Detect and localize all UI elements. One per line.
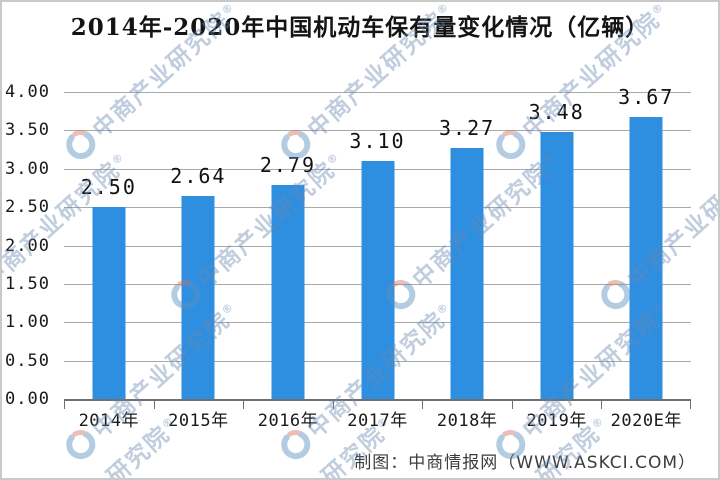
bar-2020E年 bbox=[629, 117, 663, 399]
x-tick-label: 2014年 bbox=[78, 411, 140, 431]
gridline bbox=[64, 92, 691, 93]
y-tick-label: 4.00 bbox=[5, 82, 50, 102]
axis-tick bbox=[690, 401, 691, 409]
axis-tick bbox=[64, 401, 65, 409]
y-tick-label: 2.50 bbox=[5, 197, 50, 218]
axis-tick bbox=[422, 401, 424, 409]
bar-value-label: 2.50 bbox=[80, 175, 137, 200]
axis-tick bbox=[332, 401, 334, 409]
bar-columns: 2.50 2.64 2.79 3.10 3.27 3.48 3.67 bbox=[64, 85, 691, 399]
x-tick-label: 2015年 bbox=[168, 411, 229, 431]
y-axis-labels: 4.00 3.50 3.00 2.50 2.00 1.50 1.00 0.50 0.00 bbox=[2, 82, 56, 409]
y-tick-label: 3.50 bbox=[5, 120, 50, 141]
plot-area: 2.50 2.64 2.79 3.10 3.27 3.48 3.67 bbox=[64, 85, 691, 409]
bar-2019年 bbox=[540, 131, 574, 399]
bar-2014年 bbox=[92, 207, 126, 399]
axis-tick bbox=[511, 401, 513, 409]
bar-value-label: 3.10 bbox=[349, 129, 406, 154]
axis-tick bbox=[153, 401, 155, 409]
x-tick-label: 2018年 bbox=[436, 411, 498, 431]
bar-value-label: 3.48 bbox=[528, 99, 585, 124]
x-tick-label: 2019年 bbox=[526, 411, 587, 431]
bar-2018年 bbox=[450, 148, 484, 399]
axis-tick bbox=[601, 401, 603, 409]
bar-2015年 bbox=[181, 196, 215, 399]
bar-2016年 bbox=[271, 184, 305, 399]
bar-column: 2.64 bbox=[154, 92, 244, 399]
y-tick-label: 0.50 bbox=[5, 350, 50, 371]
chart-title: 2014年-2020年中国机动车保有量变化情况（亿辆） bbox=[70, 14, 650, 41]
bar-column: 3.67 bbox=[601, 85, 691, 399]
y-tick-label: 1.50 bbox=[5, 273, 50, 294]
bar-column: 2.50 bbox=[64, 92, 154, 399]
bar-value-label: 2.79 bbox=[259, 152, 317, 177]
x-axis-labels: 2014年 2015年 2016年 2017年 2018年 2019年 2020E年 bbox=[64, 406, 691, 431]
x-tick-label: 2017年 bbox=[347, 411, 408, 431]
bar-value-label: 3.27 bbox=[439, 116, 496, 141]
bar-value-label: 2.64 bbox=[170, 164, 227, 189]
bar-column: 3.27 bbox=[422, 92, 512, 399]
bar-2017年 bbox=[361, 161, 395, 399]
bar-column: 3.48 bbox=[512, 92, 602, 399]
x-tick-label: 2016年 bbox=[257, 411, 319, 431]
y-tick-label: 0.00 bbox=[5, 389, 50, 409]
axis-tick bbox=[243, 401, 245, 409]
bar-column: 3.10 bbox=[333, 92, 423, 399]
y-tick-label: 2.00 bbox=[5, 235, 50, 256]
bar-value-label: 3.67 bbox=[618, 85, 675, 110]
source-credit: 制图：中商情报网（WWW.ASKCI.COM） bbox=[354, 453, 696, 473]
bar-column: 2.79 bbox=[243, 92, 333, 399]
gridline bbox=[64, 130, 691, 132]
y-tick-label: 3.00 bbox=[5, 158, 50, 179]
x-tick-label: 2020E年 bbox=[610, 411, 682, 431]
y-tick-label: 1.00 bbox=[5, 312, 50, 333]
